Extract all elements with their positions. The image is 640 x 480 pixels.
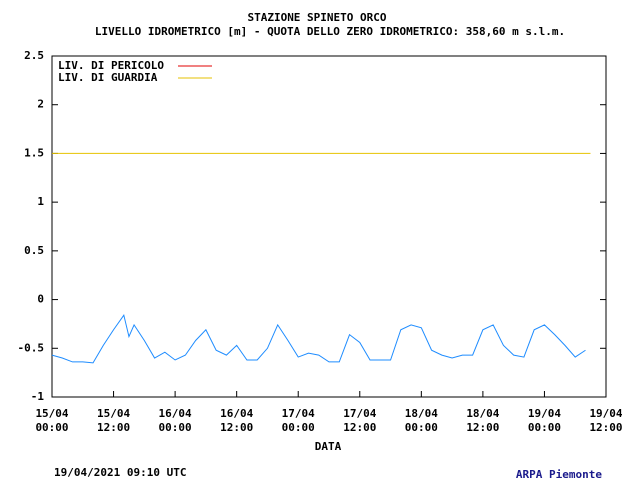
x-tick-label: 19/04 00:00 bbox=[528, 407, 561, 434]
y-tick-label: 1 bbox=[37, 195, 44, 208]
x-tick-label: 18/04 12:00 bbox=[466, 407, 499, 434]
plot-frame bbox=[51, 55, 607, 398]
x-tick-label: 17/04 12:00 bbox=[343, 407, 376, 434]
y-tick-label: 0.5 bbox=[24, 244, 44, 257]
footer-source: ARPA Piemonte bbox=[516, 468, 602, 480]
x-tick-label: 15/04 00:00 bbox=[35, 407, 68, 434]
chart-title: STAZIONE SPINETO ORCO bbox=[247, 11, 386, 24]
y-tick-label: 1.5 bbox=[24, 146, 44, 159]
x-axis-label: DATA bbox=[315, 440, 342, 453]
legend-label: LIV. DI PERICOLO bbox=[58, 59, 164, 72]
y-tick-label: 2 bbox=[37, 98, 44, 111]
y-tick-label: -0.5 bbox=[18, 341, 45, 354]
chart-subtitle: LIVELLO IDROMETRICO [m] - QUOTA DELLO ZE… bbox=[95, 25, 565, 38]
x-tick-label: 15/04 12:00 bbox=[97, 407, 130, 434]
x-tick-label: 17/04 00:00 bbox=[282, 407, 315, 434]
x-tick-label: 18/04 00:00 bbox=[405, 407, 438, 434]
legend-label: LIV. DI GUARDIA bbox=[58, 71, 158, 84]
footer-date: 19/04/2021 09:10 UTC bbox=[54, 466, 186, 479]
x-tick-label: 16/04 12:00 bbox=[220, 407, 253, 434]
y-tick-label: 2.5 bbox=[24, 49, 44, 62]
x-tick-label: 19/04 12:00 bbox=[589, 407, 622, 434]
x-tick-label: 16/04 00:00 bbox=[159, 407, 192, 434]
y-tick-label: 0 bbox=[37, 293, 44, 306]
y-tick-label: -1 bbox=[31, 390, 45, 403]
level-line bbox=[51, 313, 586, 364]
